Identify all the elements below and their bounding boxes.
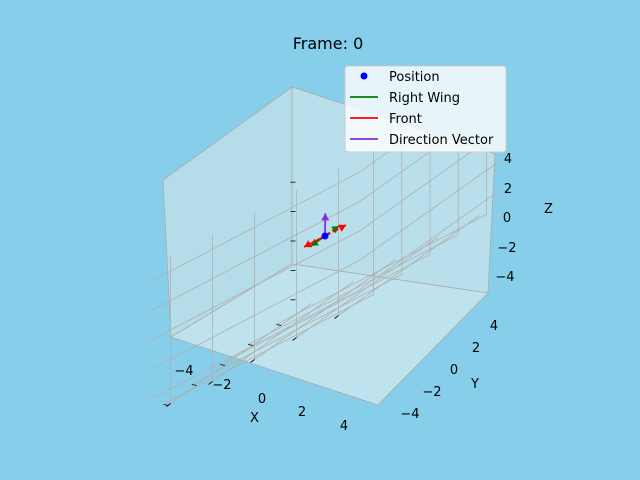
x-tick-label-4: 4 — [340, 419, 348, 434]
z-tick-label-0: −4 — [495, 270, 514, 285]
direction-vector-arrowhead — [321, 213, 330, 221]
front-arrowhead — [304, 240, 313, 248]
z-axis-label: Z — [544, 202, 553, 217]
grid-floor-x-3 — [212, 281, 354, 382]
legend-label-direction-vector: Direction Vector — [389, 133, 494, 148]
x-tick-label-3: 2 — [298, 405, 306, 420]
data-marks — [303, 213, 347, 248]
y-tick-label-3: 2 — [472, 341, 480, 356]
x-tick-mark-3 — [208, 381, 213, 385]
chart-title: Frame: 0 — [293, 34, 364, 53]
right-wing-dashed-arrowhead — [331, 226, 340, 234]
x-tick-label-2: 0 — [258, 392, 266, 407]
x-tick-mark-1 — [292, 337, 297, 341]
grid-floor-y-3 — [248, 234, 459, 345]
legend-box — [344, 65, 507, 153]
y-tick-label-2: 0 — [450, 363, 458, 378]
grid-lines — [149, 67, 501, 405]
legend-label-position: Position — [389, 70, 440, 85]
x-tick-label-0: −4 — [174, 364, 193, 379]
grid-left-z-2 — [149, 230, 360, 342]
pane-floor — [170, 263, 489, 406]
x-tick-mark-0 — [334, 315, 339, 319]
y-tick-mark-1 — [191, 384, 197, 386]
legend-swatch-position — [360, 72, 368, 80]
axis-ticks — [163, 181, 339, 407]
z-tick-label-2: 0 — [503, 211, 511, 226]
front-dashed-arrowhead — [337, 224, 346, 232]
legend-label-front: Front — [389, 112, 422, 127]
y-axis-label: Y — [470, 377, 479, 392]
y-tick-mark-4 — [276, 324, 282, 326]
grid-floor-x-4 — [170, 303, 312, 404]
z-tick-label-1: −2 — [497, 241, 516, 256]
z-tick-label-3: 2 — [504, 182, 512, 197]
y-tick-label-4: 4 — [490, 319, 498, 334]
x-tick-mark-2 — [250, 359, 255, 363]
y-tick-mark-3 — [248, 344, 254, 346]
y-tick-label-0: −4 — [400, 407, 419, 422]
position-point — [321, 232, 329, 240]
y-tick-label-1: −2 — [422, 385, 441, 400]
z-tick-label-4: 4 — [504, 152, 512, 167]
x-axis-label: X — [250, 411, 259, 426]
legend-label-right-wing: Right Wing — [389, 91, 460, 106]
legend: Position Right Wing Front Direction Vect… — [344, 65, 507, 153]
x-tick-mark-4 — [166, 403, 171, 407]
right-wing-arrowhead — [310, 238, 319, 246]
y-tick-mark-2 — [219, 364, 226, 366]
grid-left-z-4 — [149, 171, 360, 283]
grid-floor-y-4 — [276, 214, 487, 325]
grid-floor-y-2 — [219, 254, 431, 365]
x-tick-label-1: −2 — [212, 378, 231, 393]
